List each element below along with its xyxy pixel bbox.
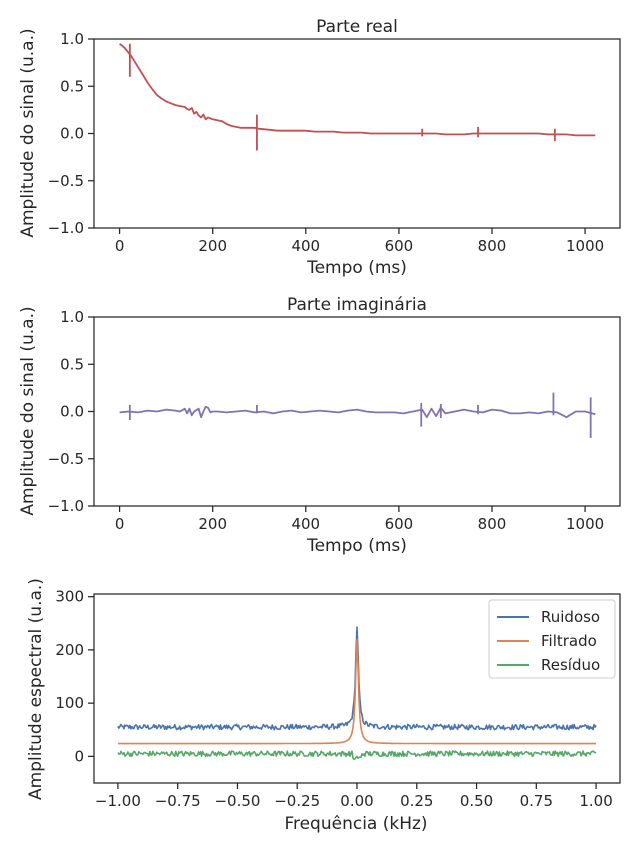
spectrum-series-ruidoso [117,626,597,731]
imaginary-part-title: Parte imaginária [287,295,427,315]
imaginary-part-xtick-label: 800 [478,515,507,533]
spectrum-legend: Ruidoso Filtrado Resíduo [488,599,616,679]
real-part-ytick-label: −0.5 [48,172,84,190]
legend-frame [488,599,616,679]
real-part-xlabel: Tempo (ms) [306,258,407,278]
imaginary-part-ytick-label: 0.0 [60,403,84,421]
spectrum-xtick-label: 0.50 [460,792,493,810]
real-part-ytick-label: 1.0 [60,30,84,48]
real-part-ytick-label: 0.0 [60,125,84,143]
imaginary-part-xtick-label: 400 [291,515,320,533]
real-part-xtick-label: 1000 [566,237,604,255]
imaginary-part-plot-area [119,392,596,438]
spectrum-ytick-label: 0 [74,747,84,765]
real-part-ytick-label: −1.0 [48,219,84,237]
spectrum-ytick-label: 200 [55,641,84,659]
imaginary-part-xtick-label: 0 [115,515,125,533]
spectrum-xtick-label: −1.00 [95,792,141,810]
imaginary-part-signal-line [119,405,596,419]
spectrum-plot-area [117,626,597,761]
real-part-plot-area [119,43,596,151]
spectrum-ytick-label: 300 [55,588,84,606]
spectrum-panel: Frequência (kHz) Amplitude espectral (u.… [26,578,621,834]
imaginary-part-ylabel: Amplitude do sinal (u.a.) [18,306,38,515]
spectrum-ylabel: Amplitude espectral (u.a.) [26,578,46,800]
imaginary-part-ytick-label: 0.5 [60,355,84,373]
real-part-xtick-label: 200 [198,237,227,255]
spectrum-xtick-label: −0.25 [274,792,320,810]
spectrum-xtick-label: −0.50 [214,792,260,810]
spectrum-xtick-label: 0.25 [400,792,433,810]
real-part-ytick-label: 0.5 [60,77,84,95]
spectrum-xtick-label: 0.75 [520,792,553,810]
spectrum-xtick-label: 0.00 [340,792,373,810]
real-part-xtick-label: 800 [478,237,507,255]
real-part-xtick-label: 0 [115,237,125,255]
real-part-xtick-label: 400 [291,237,320,255]
imaginary-part-xtick-label: 1000 [566,515,604,533]
imaginary-part-ytick-label: −1.0 [48,497,84,515]
real-part-ylabel: Amplitude do sinal (u.a.) [18,28,38,237]
legend-label-0: Ruidoso [541,608,600,626]
imaginary-part-xlabel: Tempo (ms) [306,536,407,556]
legend-label-2: Resíduo [541,656,600,674]
real-part-xtick-label: 600 [385,237,414,255]
spectrum-ytick-label: 100 [55,694,84,712]
spectrum-series-resíduo [117,750,597,761]
imaginary-part-xtick-label: 200 [198,515,227,533]
legend-label-1: Filtrado [541,632,597,650]
imaginary-part-ytick-label: 1.0 [60,308,84,326]
spectrum-xtick-label: −0.75 [155,792,201,810]
spectrum-xtick-label: 1.00 [579,792,612,810]
real-part-panel: Parte real Tempo (ms) Amplitude do sinal… [18,17,621,278]
imaginary-part-panel: Parte imaginária Tempo (ms) Amplitude do… [18,295,621,556]
spectrum-series-filtrado [117,638,597,745]
imaginary-part-xtick-label: 600 [385,515,414,533]
imaginary-part-ytick-label: −0.5 [48,450,84,468]
spectrum-xlabel: Frequência (kHz) [284,814,427,834]
real-part-title: Parte real [316,17,398,37]
